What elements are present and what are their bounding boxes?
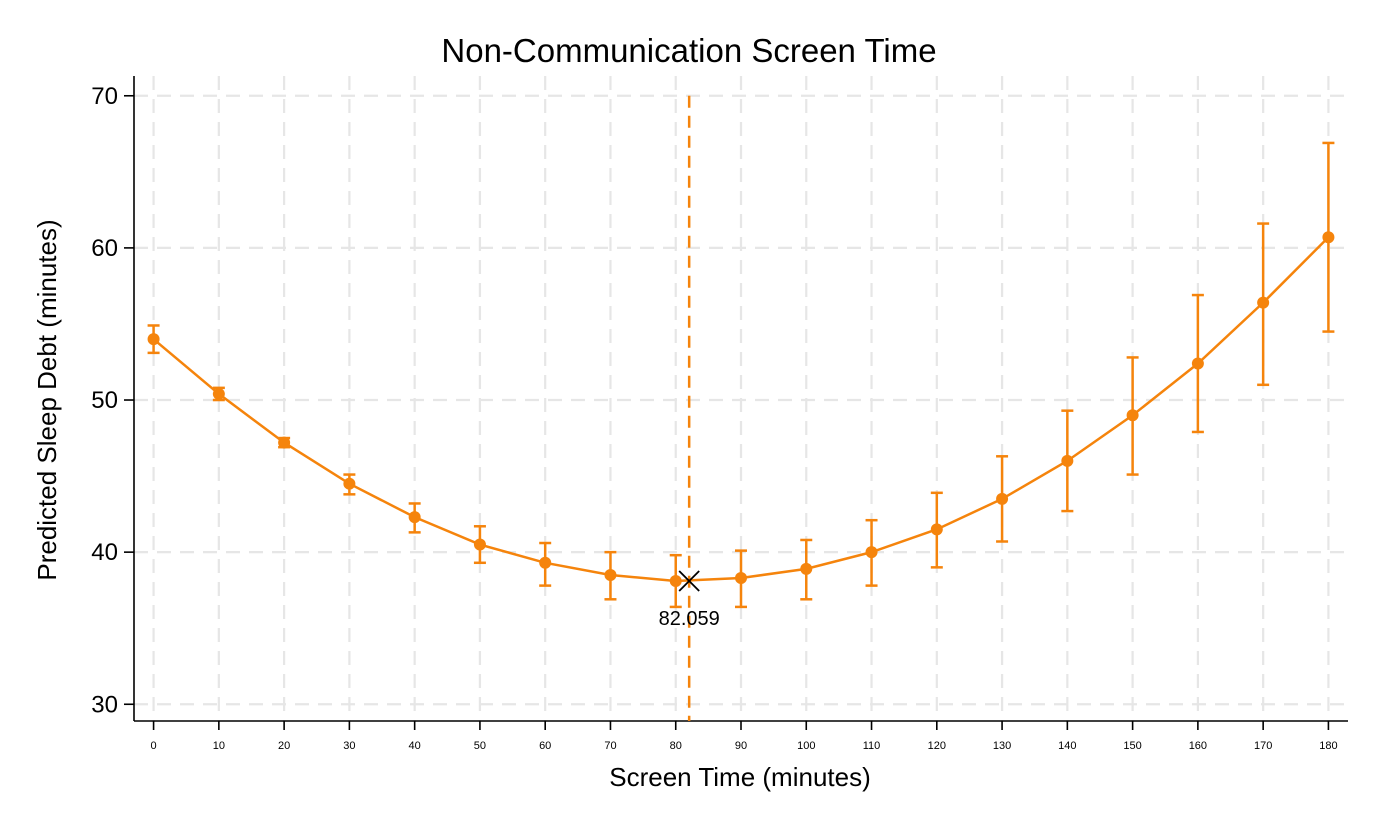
x-tick-label: 70 [604,740,616,752]
x-tick-label: 60 [539,740,551,752]
x-tick-label: 150 [1123,740,1141,752]
x-tick-label: 80 [670,740,682,752]
data-point [1061,454,1074,467]
x-tick-label: 0 [151,740,157,752]
x-tick-label: 140 [1058,740,1076,752]
data-point [212,387,225,400]
minimum-marker-label: 82.059 [659,608,720,630]
y-tick-label: 60 [91,235,118,262]
y-tick-label: 40 [91,539,118,566]
x-tick-label: 10 [213,740,225,752]
data-point [996,492,1009,505]
x-tick-label: 30 [343,740,355,752]
x-tick-label: 120 [928,740,946,752]
data-point [343,477,356,490]
chart-title: Non-Communication Screen Time [441,32,936,69]
data-point [473,538,486,551]
x-tick-label: 100 [797,740,815,752]
data-point [408,511,421,524]
data-point [147,333,160,346]
annotation-group: 82.059 [659,570,720,630]
x-axis-label: Screen Time (minutes) [609,762,871,792]
axes: 30 40 50 60 70 0 10 20 30 40 50 60 70 80 90 100 110 120 13… [91,76,1348,752]
y-tick-label: 30 [91,691,118,718]
x-tick-label: 90 [735,740,747,752]
data-point [278,436,291,449]
x-tick-label: 170 [1254,740,1272,752]
y-tick-label: 70 [91,83,118,110]
data-point [865,546,878,559]
data-point [735,572,747,585]
data-point [800,562,813,575]
data-point [539,556,552,569]
data-point [669,575,682,588]
y-axis-label: Predicted Sleep Debt (minutes) [32,219,62,580]
y-tick-label: 50 [91,387,118,414]
data-point [604,568,617,581]
grid [134,76,1348,721]
x-tick-label: 180 [1319,740,1337,752]
x-tick-label: 20 [278,740,290,752]
data-point [1126,409,1139,422]
data-point [930,523,943,536]
data-point [1322,231,1335,244]
x-tick-label: 50 [474,740,486,752]
x-tick-label: 130 [993,740,1011,752]
x-tick-label: 110 [863,740,881,752]
series-group [147,141,1335,609]
data-point [1191,357,1204,370]
minimum-marker-stroke-b [678,570,700,592]
x-tick-label: 160 [1189,740,1207,752]
data-point [1257,296,1270,309]
x-tick-label: 40 [409,740,421,752]
